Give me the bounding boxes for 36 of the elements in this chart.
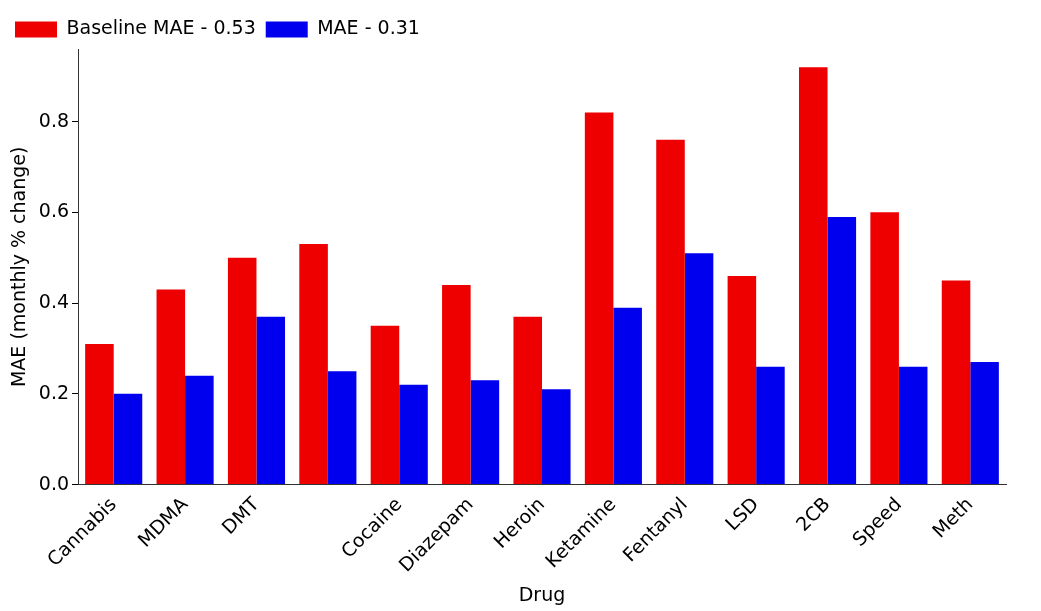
bar <box>113 393 143 485</box>
bar <box>327 371 357 485</box>
bar <box>798 67 828 485</box>
y-tick-label: 0.6 <box>38 199 70 222</box>
y-tick-label: 0.2 <box>38 380 70 403</box>
bar <box>970 362 999 485</box>
bar <box>941 280 971 485</box>
x-axis-title: Drug <box>518 582 566 605</box>
bar <box>227 257 257 485</box>
bar <box>513 316 543 485</box>
bar <box>156 289 186 485</box>
y-tick-label: 0.0 <box>38 471 70 494</box>
bar <box>684 253 714 485</box>
bar <box>870 212 899 485</box>
legend-label: MAE - 0.31 <box>317 16 420 39</box>
bar <box>370 325 400 485</box>
bar <box>656 139 685 485</box>
legend-label: Baseline MAE - 0.53 <box>66 16 256 39</box>
x-tick-label: LSD <box>720 492 763 535</box>
bar <box>85 343 114 485</box>
bar <box>898 366 928 485</box>
bar <box>442 284 471 485</box>
bar <box>756 366 785 485</box>
bar <box>299 244 328 485</box>
y-axis-title: MAE (monthly % change) <box>7 146 30 388</box>
bar <box>256 316 286 485</box>
bar <box>827 216 857 485</box>
bar <box>470 380 500 485</box>
bar <box>727 275 757 485</box>
bar <box>542 389 571 485</box>
bar <box>185 375 214 485</box>
bar <box>399 384 428 485</box>
bar <box>613 307 642 485</box>
y-tick-label: 0.4 <box>38 290 70 313</box>
y-tick-label: 0.8 <box>38 108 70 131</box>
bar <box>584 112 614 485</box>
